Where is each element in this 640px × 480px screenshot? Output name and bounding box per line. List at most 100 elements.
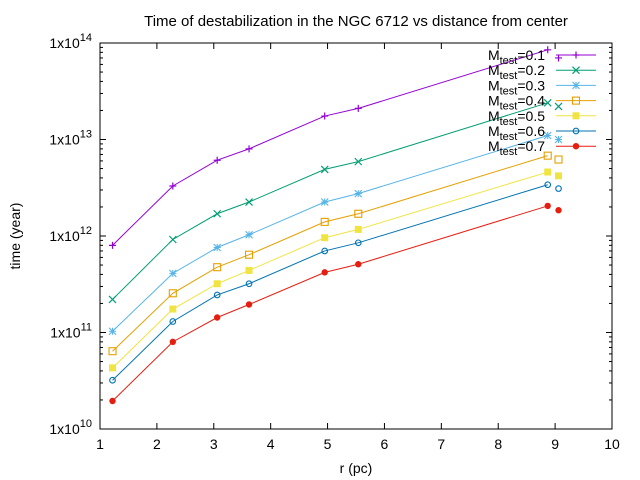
data-point: [168, 289, 177, 298]
data-point: [544, 46, 552, 54]
x-tick-label: 9: [551, 436, 559, 452]
series-line: [112, 155, 548, 352]
legend-marker: [572, 51, 580, 59]
data-point: [543, 151, 552, 160]
data-point: [168, 235, 177, 244]
data-point: [213, 263, 222, 272]
data-point: [213, 291, 221, 299]
data-point: [244, 250, 254, 259]
data-point: [354, 209, 363, 218]
data-point: [321, 269, 328, 276]
data-point: [544, 168, 552, 176]
data-point: [354, 104, 362, 112]
series-0.2: [108, 98, 563, 304]
data-point: [544, 202, 551, 210]
data-point: [213, 314, 221, 321]
data-point: [554, 155, 563, 164]
series-0.3: [108, 131, 563, 336]
legend-marker: [572, 127, 580, 135]
data-point: [213, 280, 221, 288]
data-point: [321, 234, 329, 242]
x-tick-label: 1: [96, 436, 104, 452]
x-tick-label: 4: [267, 436, 275, 452]
data-point: [355, 261, 362, 268]
data-point: [108, 327, 117, 336]
data-point: [169, 338, 177, 346]
series-0.4: [108, 151, 563, 356]
data-point: [554, 102, 563, 111]
data-point: [555, 172, 563, 180]
data-point: [544, 181, 552, 189]
series-line: [112, 184, 548, 381]
data-point: [108, 295, 117, 304]
data-point: [354, 157, 363, 166]
data-point: [245, 301, 253, 308]
x-tick-label: 8: [494, 436, 502, 452]
chart-title: Time of destabilization in the NGC 6712 …: [144, 13, 568, 30]
series-line: [112, 49, 548, 246]
legend-label: Mtest=0.2: [488, 62, 545, 82]
data-point: [321, 247, 329, 255]
legend-marker: [572, 66, 580, 75]
legend-marker: [572, 143, 580, 150]
y-tick-label: 1x1014: [49, 32, 92, 51]
legend-marker: [571, 96, 581, 105]
x-tick-label: 5: [324, 436, 332, 452]
data-point: [354, 239, 362, 247]
data-point: [555, 185, 562, 192]
y-tick-label: 1x1012: [49, 225, 92, 244]
legend-label: Mtest=0.6: [488, 123, 545, 143]
data-point: [169, 182, 177, 190]
series-line: [112, 135, 548, 332]
data-point: [109, 376, 116, 384]
legend-marker: [572, 112, 580, 120]
data-point: [554, 135, 563, 144]
legend-marker: [572, 81, 580, 90]
data-point: [109, 241, 117, 249]
data-point: [320, 165, 329, 174]
x-axis-label: r (pc): [340, 460, 373, 476]
data-point: [213, 243, 222, 252]
data-point: [320, 217, 329, 226]
axis-ticks: 1 2 3 4 5 6 7 8 9 10 1x1010 1x1011 1x1012 1x1013 1x101…: [49, 32, 620, 452]
data-point: [245, 280, 253, 288]
data-point: [168, 269, 177, 278]
data-point: [320, 198, 329, 206]
data-point: [245, 198, 253, 206]
y-axis-label: time (year): [7, 203, 23, 270]
data-point: [543, 98, 552, 107]
data-point: [354, 225, 362, 233]
data-point: [169, 318, 177, 325]
x-tick-label: 7: [437, 436, 445, 452]
x-tick-label: 6: [381, 436, 389, 452]
legend-label: Mtest=0.1: [488, 47, 545, 67]
data-point: [555, 207, 562, 214]
x-tick-label: 3: [210, 436, 218, 452]
data-point: [321, 112, 329, 120]
data-point: [109, 397, 116, 405]
series-layer: [108, 46, 563, 405]
data-point: [108, 347, 117, 356]
series-0.6: [109, 181, 562, 384]
data-point: [354, 189, 363, 198]
data-point: [555, 54, 563, 62]
y-tick-label: 1x1011: [50, 322, 92, 341]
data-point: [543, 131, 552, 140]
legend-label: Mtest=0.3: [488, 77, 545, 97]
y-tick-label: 1x1013: [49, 129, 92, 148]
legend-label: Mtest=0.5: [488, 108, 545, 128]
data-point: [245, 230, 253, 239]
legend: Mtest=0.1Mtest=0.2Mtest=0.3Mtest=0.4Mtes…: [488, 47, 596, 158]
x-tick-label: 2: [153, 436, 161, 452]
data-point: [245, 266, 253, 274]
series-0.7: [109, 202, 562, 405]
series-line: [112, 205, 548, 402]
data-point: [245, 145, 253, 153]
data-point: [109, 364, 117, 372]
data-point: [213, 156, 221, 164]
x-tick-label: 10: [604, 436, 620, 452]
data-point: [213, 209, 222, 218]
series-0.5: [109, 168, 563, 372]
data-point: [169, 305, 177, 313]
legend-label: Mtest=0.4: [488, 93, 545, 113]
